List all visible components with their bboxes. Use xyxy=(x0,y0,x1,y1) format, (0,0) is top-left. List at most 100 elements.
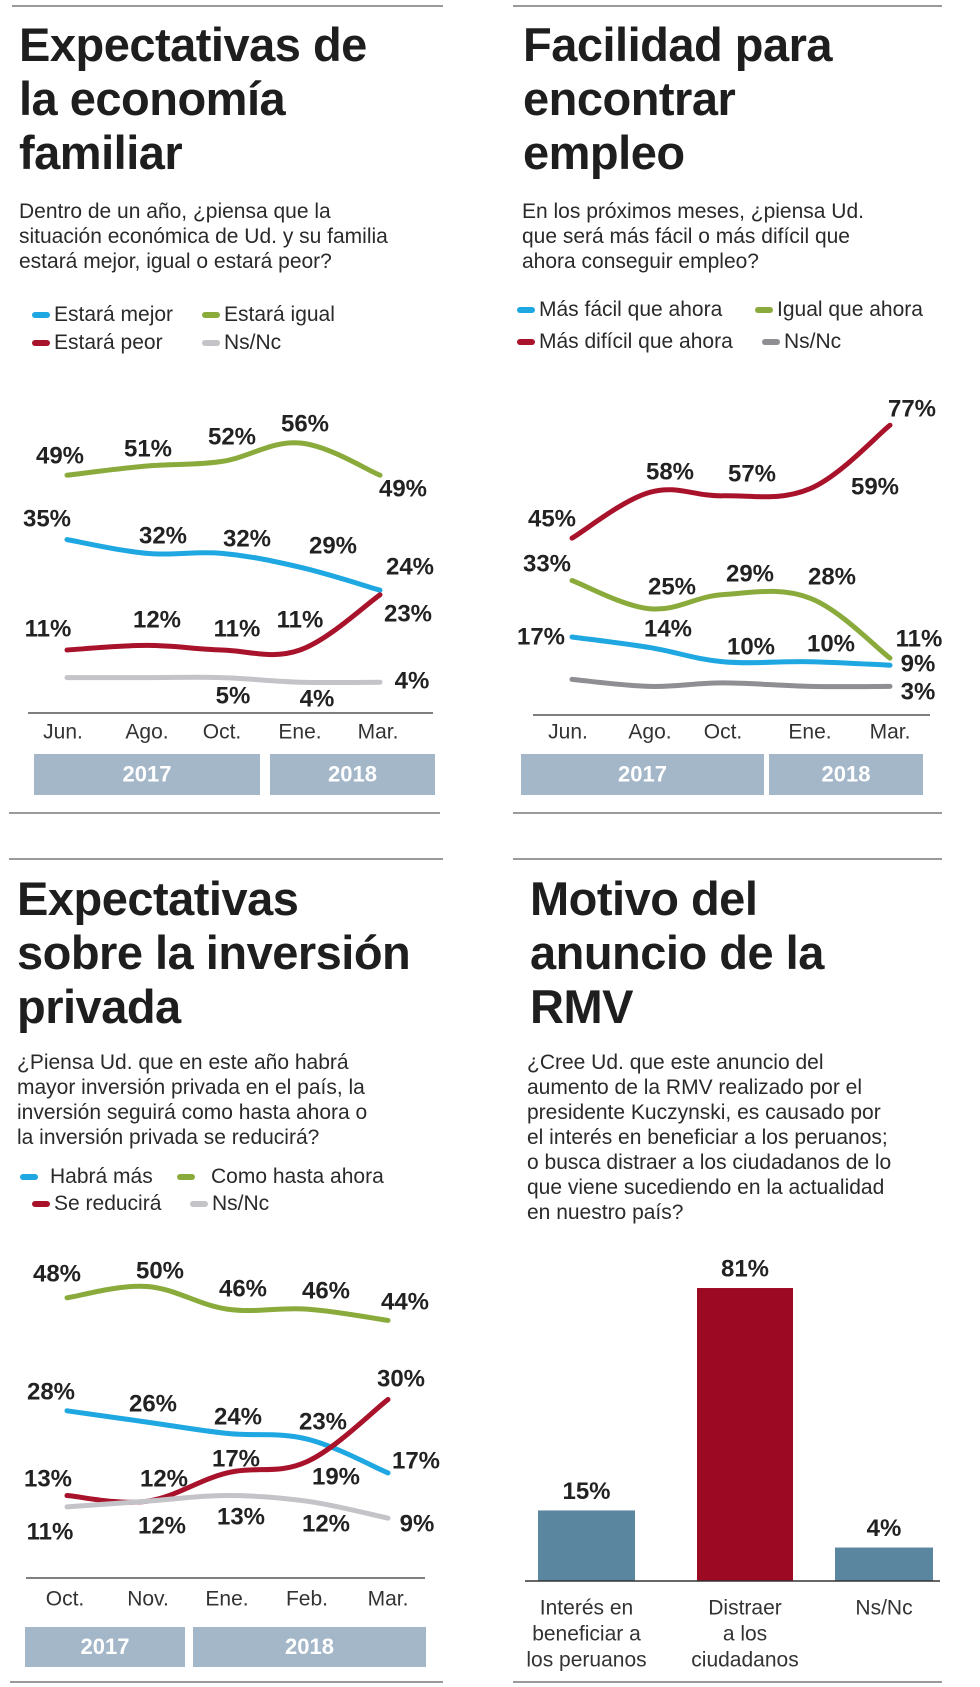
panel-1-question: Dentro de un año, ¿piensa que la situaci… xyxy=(19,199,388,274)
data-label: 12% xyxy=(302,1510,350,1537)
x-tick-label: Oct. xyxy=(46,1588,85,1611)
question-line: presidente Kuczynski, es causado por xyxy=(527,1101,881,1124)
data-label: 32% xyxy=(139,522,187,549)
data-label: 26% xyxy=(129,1390,177,1417)
data-label: 52% xyxy=(208,423,256,450)
legend-swatch-icon xyxy=(177,1174,195,1180)
data-label: 4% xyxy=(300,685,335,712)
year-label: 2018 xyxy=(285,1634,334,1659)
data-label: 24% xyxy=(214,1403,262,1430)
data-label: 32% xyxy=(223,525,271,552)
series-line-1 xyxy=(64,1408,391,1476)
year-band xyxy=(34,754,260,795)
legend-item: Igual que ahora xyxy=(755,297,923,323)
series-line-3 xyxy=(64,1493,391,1521)
x-tick-label: Mar. xyxy=(870,721,911,744)
data-label: 46% xyxy=(219,1275,267,1302)
category-label: Distraer xyxy=(708,1597,782,1620)
mid-rule-right-top xyxy=(513,858,942,860)
data-label: 58% xyxy=(646,458,694,485)
question-line: ahora conseguir empleo? xyxy=(522,250,759,273)
data-label: 49% xyxy=(36,442,84,469)
legend-item: Ns/Nc xyxy=(762,329,841,355)
x-tick-label: Ene. xyxy=(278,721,321,744)
title-line: privada xyxy=(17,980,181,1033)
year-label: 2017 xyxy=(81,1634,130,1659)
data-label: 11% xyxy=(27,1518,74,1545)
year-label: 2017 xyxy=(618,761,667,786)
series-line-1 xyxy=(64,537,383,593)
year-band xyxy=(193,1627,426,1667)
panel-1-title: Expectativas de la economía familiar xyxy=(19,18,367,180)
legend-item: Ns/Nc xyxy=(202,330,281,356)
panel-2-title: Facilidad para encontrar empleo xyxy=(523,18,833,180)
bar xyxy=(697,1288,793,1581)
legend-swatch-icon xyxy=(202,340,220,346)
data-label: 48% xyxy=(33,1260,81,1287)
question-line: el interés en beneficiar a los peruanos; xyxy=(527,1126,888,1149)
data-label: 44% xyxy=(381,1288,429,1315)
data-label: 11% xyxy=(214,615,261,642)
question-line: ¿Piensa Ud. que en este año habrá xyxy=(17,1051,349,1074)
category-label: a los xyxy=(723,1623,767,1646)
data-label: 12% xyxy=(138,1512,186,1539)
data-label: 13% xyxy=(24,1465,72,1492)
bar xyxy=(538,1510,635,1581)
series-line-0 xyxy=(64,1283,391,1323)
x-tick-label: Oct. xyxy=(704,721,743,744)
data-label: 5% xyxy=(216,682,251,709)
series-line-3 xyxy=(64,674,383,686)
data-label: 11% xyxy=(25,615,72,642)
x-tick-label: Mar. xyxy=(358,721,399,744)
data-label: 51% xyxy=(124,435,172,462)
data-label: 81% xyxy=(721,1255,769,1282)
category-label: los peruanos xyxy=(526,1649,646,1672)
legend-item: Se reducirá xyxy=(32,1191,161,1217)
series-line-1 xyxy=(569,578,893,661)
data-label: 17% xyxy=(212,1445,260,1472)
data-label: 3% xyxy=(901,678,936,705)
data-label: 10% xyxy=(807,630,855,657)
data-label: 30% xyxy=(377,1365,425,1392)
data-label: 12% xyxy=(140,1465,188,1492)
legend-label: Se reducirá xyxy=(54,1192,162,1215)
legend-item: Estará mejor xyxy=(32,302,173,328)
mid-rule-left-bottom xyxy=(9,812,440,814)
question-line: o busca distraer a los ciudadanos de lo xyxy=(527,1151,892,1174)
x-tick-label: Oct. xyxy=(203,721,242,744)
top-rule-left xyxy=(12,5,443,7)
question-line: Dentro de un año, ¿piensa que la xyxy=(19,200,331,223)
series-line-2 xyxy=(569,634,893,668)
x-tick-label: Jun. xyxy=(43,721,83,744)
question-line: situación económica de Ud. y su familia xyxy=(19,225,388,248)
legend-item: Habrá más xyxy=(20,1164,153,1190)
x-tick-label: Ene. xyxy=(205,1588,248,1611)
title-line: anuncio de la xyxy=(530,926,824,979)
data-label: 24% xyxy=(386,553,434,580)
series-line-0 xyxy=(64,440,383,478)
data-label: 35% xyxy=(23,505,71,532)
legend-swatch-icon xyxy=(32,312,50,318)
data-label: 29% xyxy=(309,532,357,559)
year-label: 2018 xyxy=(328,761,377,786)
series-line-2 xyxy=(64,592,383,658)
data-label: 29% xyxy=(726,560,774,587)
question-line: En los próximos meses, ¿piensa Ud. xyxy=(522,200,864,223)
data-label: 19% xyxy=(312,1463,360,1490)
data-label: 50% xyxy=(136,1257,184,1284)
data-label: 13% xyxy=(217,1503,265,1530)
data-label: 28% xyxy=(808,563,856,590)
title-line: Motivo del xyxy=(530,872,758,925)
title-line: sobre la inversión xyxy=(17,926,411,979)
title-line: RMV xyxy=(530,980,633,1033)
data-label: 15% xyxy=(562,1478,610,1505)
series-line-0 xyxy=(569,422,893,541)
x-tick-label: Ene. xyxy=(788,721,831,744)
x-tick-label: Mar. xyxy=(368,1588,409,1611)
data-label: 14% xyxy=(644,615,692,642)
legend-label: Más fácil que ahora xyxy=(539,298,723,321)
panel-4-title: Motivo del anuncio de la RMV xyxy=(530,872,824,1034)
question-line: aumento de la RMV realizado por el xyxy=(527,1076,863,1099)
data-label: 59% xyxy=(851,473,899,500)
